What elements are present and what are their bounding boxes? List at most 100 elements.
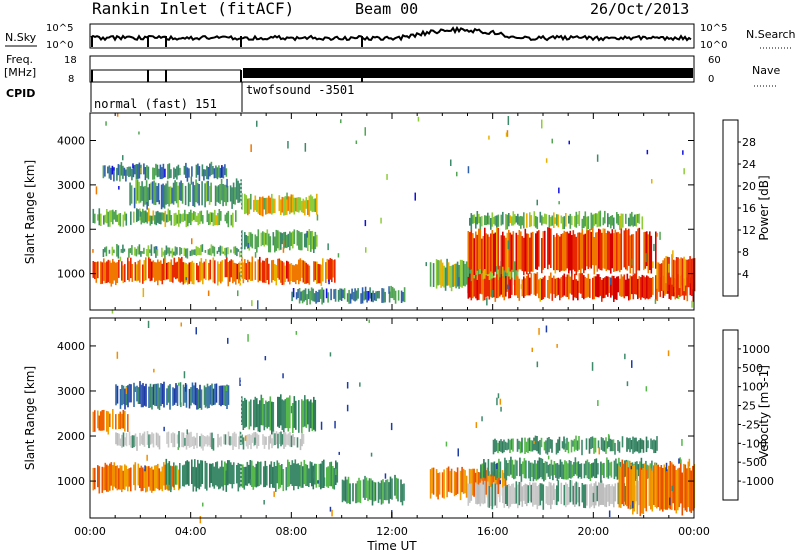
heatmap-cell (190, 431, 192, 447)
heatmap-cell (455, 263, 457, 289)
heatmap-cell (109, 210, 111, 227)
heatmap-cell (145, 383, 147, 407)
heatmap-cell (655, 275, 657, 300)
heatmap-cell (181, 214, 183, 222)
heatmap-cell (325, 288, 328, 299)
heatmap-cell (675, 470, 678, 514)
heatmap-cell (581, 483, 584, 503)
heatmap-cell (517, 235, 519, 272)
heatmap-cell (531, 462, 533, 477)
speckle-cell (691, 300, 693, 308)
heatmap-cell (191, 249, 193, 256)
heatmap-cell (197, 213, 200, 226)
noise-left-label: N.Sky (5, 31, 37, 44)
heatmap-cell (260, 394, 263, 426)
heatmap-cell (552, 464, 554, 481)
heatmap-cell (505, 276, 507, 297)
noise-line (90, 25, 692, 42)
heatmap-cell (329, 258, 332, 280)
heatmap-cell (401, 484, 404, 506)
heatmap-cell (494, 483, 497, 506)
heatmap-cell (194, 249, 196, 255)
heatmap-cell (266, 229, 269, 246)
colorbar-tick-label: 20 (742, 180, 756, 193)
colorbar-tick-label: 16 (742, 202, 756, 215)
heatmap-cell (653, 465, 655, 505)
heatmap-cell (161, 263, 164, 285)
heatmap-cell (634, 273, 636, 295)
heatmap-cell (225, 463, 228, 492)
heatmap-cell (164, 464, 167, 490)
heatmap-cell (252, 465, 255, 490)
heatmap-cell (187, 432, 189, 446)
heatmap-cell (178, 469, 180, 491)
heatmap-cell (627, 438, 630, 450)
heatmap-cell (126, 167, 129, 176)
heatmap-cell (563, 230, 566, 272)
heatmap-cell (692, 277, 695, 302)
heatmap-cell (208, 386, 210, 408)
heatmap-cell (254, 234, 257, 250)
heatmap-cell (327, 466, 330, 488)
heatmap-cell (341, 479, 344, 503)
heatmap-cell (686, 277, 689, 302)
heatmap-cell (130, 384, 132, 403)
heatmap-cell (545, 440, 547, 454)
heatmap-cell (632, 234, 635, 274)
heatmap-cell (505, 214, 507, 230)
heatmap-cell (470, 281, 473, 301)
speckle-cell (254, 437, 256, 446)
heatmap-cell (108, 249, 111, 254)
heatmap-cell (314, 231, 317, 250)
heatmap-cell (473, 214, 476, 224)
heatmap-cell (221, 260, 224, 282)
speckle-cell (207, 290, 210, 296)
heatmap-cell (490, 279, 492, 297)
heatmap-cell (266, 465, 268, 486)
heatmap-cell (200, 244, 202, 256)
heatmap-cell (681, 472, 684, 516)
heatmap-cell (94, 213, 96, 224)
heatmap-cell (209, 385, 212, 405)
heatmap-cell (613, 217, 615, 230)
heatmap-cell (298, 259, 300, 285)
heatmap-cell (591, 436, 594, 449)
heatmap-cell (306, 464, 309, 487)
heatmap-cell (292, 403, 294, 433)
heatmap-cell (283, 197, 285, 216)
heatmap-cell (493, 216, 495, 225)
heatmap-cell (162, 163, 165, 179)
heatmap-cell (215, 383, 218, 403)
heatmap-cell (148, 208, 150, 222)
heatmap-cell (316, 234, 318, 247)
heatmap-cell (518, 440, 520, 450)
heatmap-cell (169, 384, 171, 410)
heatmap-cell (377, 481, 380, 503)
heatmap-cell (190, 387, 192, 406)
heatmap-cell (488, 471, 490, 499)
heatmap-cell (604, 487, 606, 507)
heatmap-cell (575, 279, 578, 299)
heatmap-cell (109, 463, 111, 491)
heatmap-cell (218, 437, 221, 446)
heatmap-cell (205, 387, 207, 407)
heatmap-cell (518, 230, 521, 270)
heatmap-cell (313, 198, 315, 212)
heatmap-cell (650, 438, 652, 449)
heatmap-cell (617, 276, 620, 293)
heatmap-cell (289, 196, 291, 215)
heatmap-cell (209, 259, 212, 280)
heatmap-cell (550, 216, 552, 227)
heatmap-cell (178, 210, 180, 227)
speckle-cell (681, 439, 683, 446)
heatmap-cell (269, 464, 271, 488)
heatmap-cell (635, 479, 638, 502)
heatmap-cell (586, 228, 588, 267)
heatmap-cell (300, 291, 302, 301)
speckle-cell (536, 361, 539, 368)
heatmap-cell (281, 233, 284, 245)
heatmap-cell (119, 411, 122, 429)
heatmap-cell (320, 264, 323, 286)
speckle-cell (388, 286, 390, 294)
heatmap-cell (124, 437, 126, 446)
